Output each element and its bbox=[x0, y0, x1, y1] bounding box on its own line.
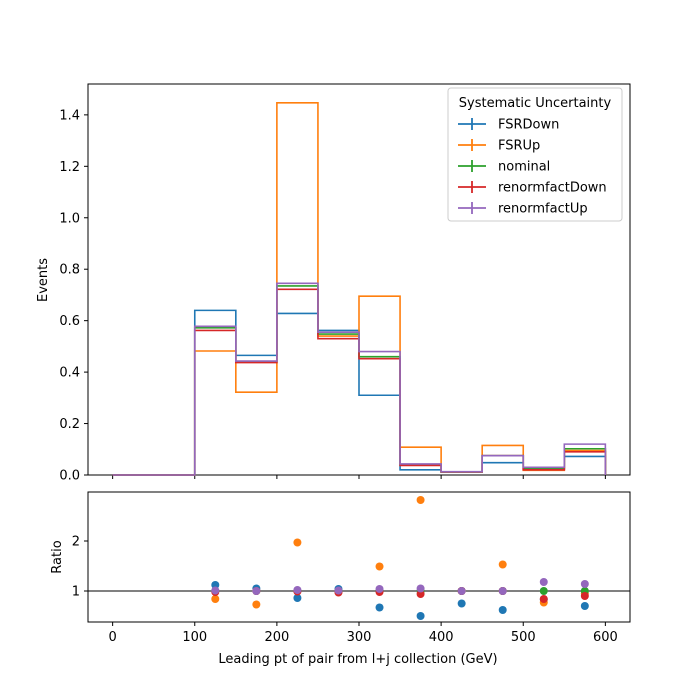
ratio-point-FSRUp bbox=[498, 560, 507, 569]
ratio-panel: 1 2 0 100 200 300 400 500 600 bbox=[72, 491, 631, 645]
histogram-step-renormfactUp bbox=[112, 282, 607, 476]
ratio-point-renormfactDown bbox=[539, 595, 548, 603]
x-tick-label: 0 bbox=[108, 630, 116, 645]
ratio-point-FSRDown bbox=[416, 612, 425, 620]
ratio-point-renormfactUp bbox=[334, 586, 343, 595]
legend-entry-FSRDown: FSRDown bbox=[458, 118, 559, 133]
legend-entry-renormfactDown: renormfactDown bbox=[458, 181, 607, 196]
y-axis-label-events: Events bbox=[36, 258, 51, 302]
ratio-point-FSRUp bbox=[293, 538, 302, 547]
legend-label-FSRDown: FSRDown bbox=[498, 118, 559, 133]
ratio-point-renormfactUp bbox=[457, 587, 466, 595]
ratio-point-renormfactUp bbox=[539, 578, 548, 586]
legend-frame bbox=[447, 87, 623, 222]
ratio-point-renormfactUp bbox=[498, 587, 507, 595]
legend-entry-renormfactUp: renormfactUp bbox=[458, 202, 588, 217]
ratio-point-FSRDown bbox=[498, 606, 507, 614]
y-tick-label: 1.4 bbox=[59, 108, 80, 123]
ratio-point-renormfactDown bbox=[416, 590, 425, 598]
ratio-point-FSRUp bbox=[211, 595, 220, 603]
ratio-y-tick-label: 2 bbox=[72, 535, 80, 550]
ratio-point-renormfactUp bbox=[211, 586, 220, 595]
legend-title: Systematic Uncertainty bbox=[459, 96, 612, 111]
legend-entry-nominal: nominal bbox=[458, 160, 550, 175]
y-tick-label: 1.2 bbox=[59, 160, 80, 175]
y-tick-label: 1.0 bbox=[59, 211, 80, 226]
x-axis-label: Leading pt of pair from l+j collection (… bbox=[218, 652, 497, 667]
x-tick-label: 600 bbox=[593, 630, 618, 645]
ratio-point-FSRUp bbox=[416, 496, 425, 504]
ratio-point-FSRDown bbox=[580, 602, 589, 610]
ratio-point-FSRDown bbox=[293, 594, 302, 602]
ratio-y-tick-label: 1 bbox=[72, 585, 80, 600]
legend-entry-FSRUp: FSRUp bbox=[458, 139, 540, 154]
ratio-point-renormfactUp bbox=[416, 584, 425, 593]
legend: Systematic Uncertainty FSRDown FSRUp nomin… bbox=[447, 87, 623, 222]
legend-label-nominal: nominal bbox=[498, 160, 550, 175]
ratio-point-FSRDown bbox=[457, 599, 466, 608]
ratio-point-renormfactUp bbox=[293, 586, 302, 594]
ratio-point-renormfactUp bbox=[252, 587, 261, 595]
x-tick-label: 400 bbox=[429, 630, 454, 645]
ratio-point-renormfactDown bbox=[580, 592, 589, 600]
y-tick-label: 0.4 bbox=[59, 366, 80, 381]
x-tick-label: 500 bbox=[511, 630, 536, 645]
legend-label-renormfactDown: renormfactDown bbox=[498, 181, 607, 196]
ratio-point-FSRUp bbox=[375, 562, 384, 571]
ratio-point-nominal bbox=[539, 587, 548, 595]
ratio-point-renormfactUp bbox=[375, 585, 384, 593]
x-tick-label: 200 bbox=[264, 630, 289, 645]
legend-label-FSRUp: FSRUp bbox=[498, 139, 540, 154]
ratio-point-FSRUp bbox=[252, 600, 261, 609]
legend-label-renormfactUp: renormfactUp bbox=[498, 202, 588, 217]
x-tick-label: 100 bbox=[182, 630, 207, 645]
events-panel: 0.0 0.2 0.4 0.6 0.8 1.0 1.2 1.4 bbox=[59, 83, 631, 484]
y-tick-label: 0.6 bbox=[59, 314, 80, 329]
ratio-point-renormfactUp bbox=[580, 580, 589, 588]
x-tick-label: 300 bbox=[347, 630, 372, 645]
y-tick-label: 0.2 bbox=[59, 417, 80, 432]
y-axis-label-ratio: Ratio bbox=[50, 540, 65, 573]
ratio-point-FSRDown bbox=[375, 603, 384, 612]
ratio-point-FSRDown bbox=[211, 581, 220, 589]
y-tick-label: 0.8 bbox=[59, 263, 80, 278]
y-tick-label: 0.0 bbox=[59, 469, 80, 484]
